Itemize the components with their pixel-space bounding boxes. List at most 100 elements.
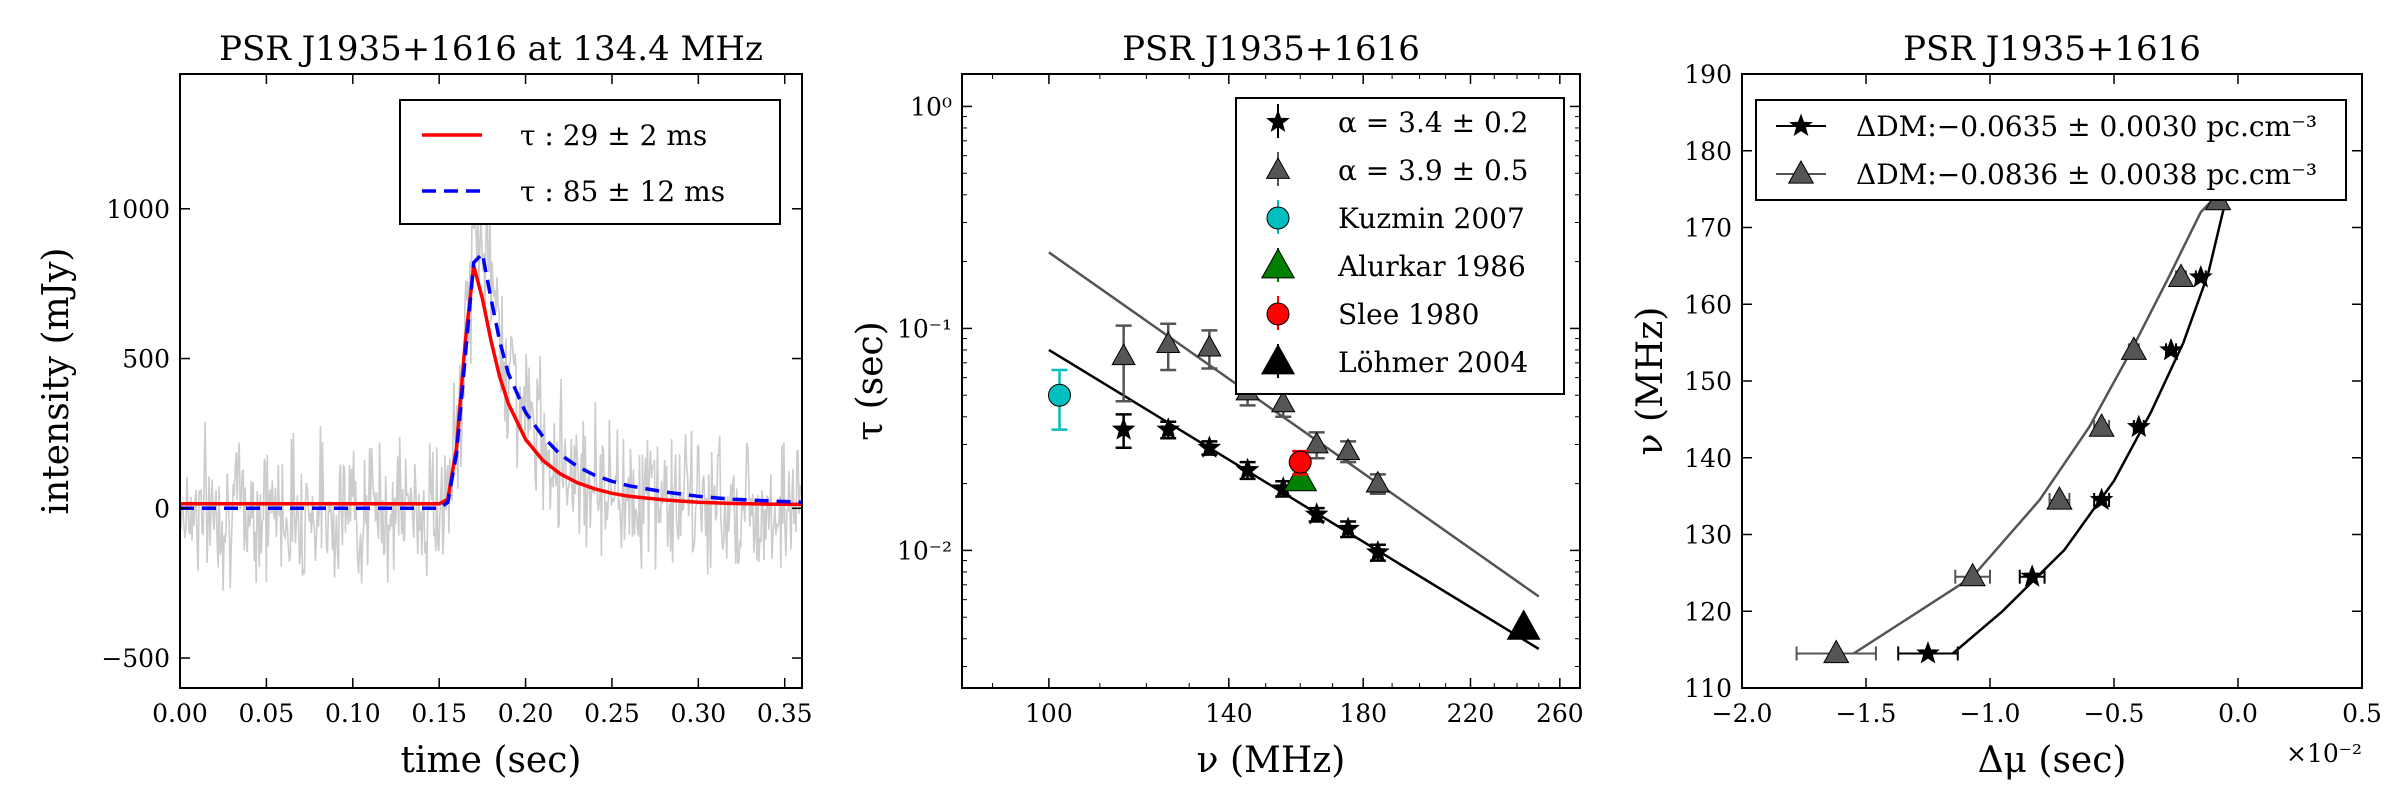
legend-label: Löhmer 2004	[1338, 346, 1528, 379]
panel-1: 0.00 0.05 0.10 0.15 0.20 0.25 0.30 0.35 −500 0 500…	[36, 29, 813, 781]
x-tick-label: 0.15	[411, 699, 467, 728]
y-tick-label: 1000	[106, 195, 170, 224]
axes-frame	[961, 73, 1581, 689]
y-tick-label: 140	[1684, 444, 1732, 473]
x-offset-label: ×10⁻²	[2286, 739, 2362, 768]
point-0	[2089, 487, 2114, 511]
point-0	[1304, 502, 1329, 525]
y-tick-label: −500	[101, 644, 170, 673]
point-1	[1111, 343, 1136, 366]
point-1	[1270, 390, 1296, 413]
legend-marker	[1266, 206, 1290, 230]
point-5	[1506, 609, 1541, 640]
axes-frame	[179, 73, 803, 689]
y-tick-label: 110	[1684, 674, 1732, 703]
legend-marker	[1266, 302, 1290, 326]
panel-2: 100 140 180 220 260 10⁻² 10⁻¹ 10⁰ PSR J1935+1616…	[850, 29, 1584, 781]
legend-label: Alurkar 1986	[1337, 250, 1526, 283]
point-3	[1283, 460, 1318, 492]
point-0	[1197, 435, 1222, 458]
legend-label: Kuzmin 2007	[1338, 202, 1525, 235]
point-1	[1155, 331, 1181, 353]
x-tick-label: −0.5	[2084, 699, 2145, 728]
point-1	[1197, 334, 1222, 357]
y-tick-label: 0	[154, 494, 170, 523]
point-1	[2167, 263, 2195, 287]
x-tick-label: 260	[1536, 699, 1584, 728]
x-tick-label: 0.0	[2218, 699, 2258, 728]
point-1	[1365, 470, 1391, 493]
y-tick-label: 120	[1684, 597, 1732, 626]
legend-label: α = 3.4 ± 0.2	[1338, 106, 1529, 139]
legend-marker	[1265, 156, 1291, 179]
legend-marker	[1260, 343, 1296, 375]
y-tick-label: 10⁻¹	[897, 314, 952, 343]
fit-line-0	[1048, 348, 1540, 650]
x-tick-label: −1.0	[1960, 699, 2021, 728]
x-tick-label: 100	[1025, 699, 1073, 728]
point-0	[2126, 414, 2151, 438]
y-tick-label: 180	[1684, 137, 1732, 166]
point-4	[1288, 450, 1312, 474]
fit-line-1	[1048, 251, 1540, 598]
y-axis-label: τ (sec)	[850, 321, 891, 440]
point-0	[1111, 417, 1136, 440]
x-tick-label: 140	[1205, 699, 1253, 728]
y-tick-label: 130	[1684, 521, 1732, 550]
curve-1	[1852, 188, 2224, 655]
y-tick-label: 10⁻²	[897, 536, 952, 565]
fit-line-1	[180, 265, 802, 507]
x-tick-label: 0.00	[152, 699, 208, 728]
legend: α = 3.4 ± 0.2 α = 3.9 ± 0.5 Kuzmin 2007 Alu…	[1235, 97, 1565, 395]
point-0	[1366, 539, 1390, 563]
panel-3: −2.0 −1.5 −1.0 −0.5 0.0 0.5 110 120 130 140 150 160…	[1630, 29, 2382, 781]
legend-box	[1755, 99, 2347, 201]
legend-box	[399, 99, 781, 225]
plot-area	[1795, 186, 2233, 664]
legend-label: τ : 29 ± 2 ms	[520, 119, 707, 152]
y-axis-label: intensity (mJy)	[36, 248, 77, 515]
point-0	[2020, 564, 2044, 587]
y-tick-label: 170	[1684, 214, 1732, 243]
point-1	[1335, 438, 1361, 461]
y-tick-label: 500	[122, 345, 170, 374]
legend: τ : 29 ± 2 ms τ : 85 ± 12 ms	[399, 99, 781, 225]
x-tick-label: 0.05	[239, 699, 295, 728]
legend-label: ΔDM:−0.0635 ± 0.0030 pc.cm⁻³	[1856, 110, 2317, 143]
chart-title: PSR J1935+1616 at 134.4 MHz	[219, 29, 763, 69]
point-1	[1304, 431, 1329, 454]
point-0	[1916, 641, 1940, 664]
legend-marker	[1789, 113, 1813, 137]
x-tick-label: 0.35	[757, 699, 813, 728]
chart-title: PSR J1935+1616	[1903, 29, 2201, 69]
point-1	[2120, 336, 2148, 360]
point-0	[2159, 337, 2183, 361]
legend-label: α = 3.9 ± 0.5	[1338, 154, 1529, 187]
x-tick-label: 220	[1447, 699, 1495, 728]
chart-title: PSR J1935+1616	[1122, 29, 1420, 69]
x-tick-label: −1.5	[1836, 699, 1897, 728]
x-axis-label: time (sec)	[401, 740, 582, 781]
point-0	[1156, 417, 1181, 440]
legend-marker	[1787, 159, 1815, 184]
curve-0	[1951, 200, 2227, 655]
x-tick-label: 0.20	[498, 699, 554, 728]
fit-line-2	[180, 250, 802, 511]
x-tick-label: 0.25	[584, 699, 640, 728]
legend: ΔDM:−0.0635 ± 0.0030 pc.cm⁻³ ΔDM:−0.0836 …	[1755, 99, 2347, 201]
legend-marker	[1260, 247, 1296, 279]
x-axis-label: ν (MHz)	[1197, 740, 1346, 781]
x-tick-label: 0.30	[670, 699, 726, 728]
legend-label: τ : 85 ± 12 ms	[520, 175, 725, 208]
y-tick-label: 10⁰	[910, 92, 952, 121]
y-tick-label: 160	[1684, 290, 1732, 319]
data-trace	[180, 200, 802, 591]
legend-box	[1235, 97, 1565, 395]
plot-area	[180, 200, 802, 591]
point-1	[1823, 639, 1850, 664]
y-tick-label: 190	[1684, 60, 1732, 89]
x-tick-label: 0.5	[2342, 699, 2382, 728]
y-tick-label: 150	[1684, 367, 1732, 396]
